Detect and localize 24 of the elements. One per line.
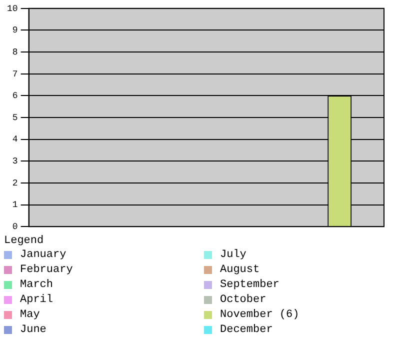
y-tick-label: 7 (12, 69, 18, 80)
legend-label: January (20, 248, 66, 260)
y-tick-label: 10 (6, 4, 18, 14)
y-tick-label: 9 (12, 26, 18, 36)
y-tick-label: 4 (12, 134, 18, 145)
legend-label: November (6) (220, 308, 300, 320)
y-tick-label: 3 (12, 156, 18, 167)
legend-label: December (220, 324, 273, 336)
legend-label: August (220, 264, 260, 276)
y-tick-label: 2 (12, 178, 18, 188)
y-tick-label: 0 (12, 222, 18, 232)
legend-label: June (20, 324, 46, 336)
legend-label: May (20, 308, 40, 320)
legend-label: April (20, 294, 54, 306)
legend-label: February (20, 264, 73, 276)
y-tick-label: 5 (12, 112, 18, 123)
legend-label: September (220, 278, 280, 290)
y-tick-label: 8 (12, 47, 18, 58)
y-tick-label: 6 (12, 91, 18, 102)
legend-label: October (220, 294, 266, 306)
legend-label: July (220, 248, 246, 260)
y-tick-label: 1 (12, 200, 18, 210)
legend-label: March (20, 278, 54, 290)
legend-title: Legend (4, 235, 45, 247)
